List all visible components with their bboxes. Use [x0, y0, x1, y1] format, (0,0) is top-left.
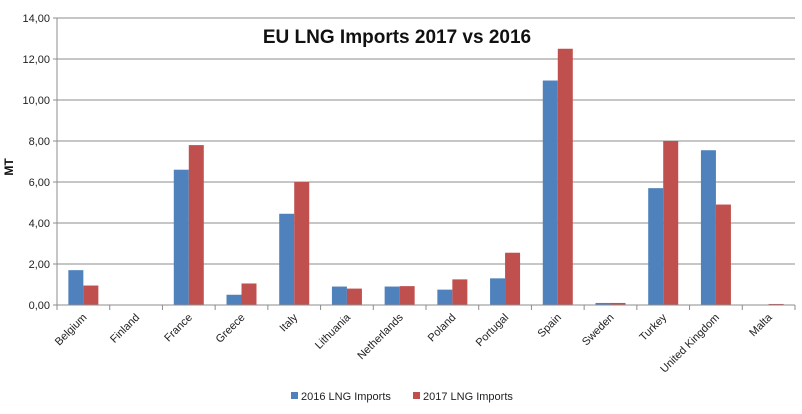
bar-2016-netherlands	[384, 286, 400, 305]
x-tick-label: Turkey	[637, 311, 669, 343]
bar-2017-united-kingdom	[715, 204, 731, 305]
bars	[68, 48, 784, 306]
bar-2017-greece	[241, 283, 257, 305]
bar-2016-portugal	[490, 278, 506, 305]
bar-2016-poland	[437, 289, 453, 305]
x-tick-label: Lithuania	[313, 311, 354, 352]
bar-2016-turkey	[648, 188, 664, 305]
bar-2017-netherlands	[399, 286, 415, 305]
y-tick-label: 4,00	[29, 218, 50, 230]
x-tick-label: Spain	[536, 312, 564, 340]
x-tick-label: Netherlands	[355, 311, 406, 362]
y-tick-label: 6,00	[29, 177, 50, 189]
x-tick-label: Greece	[214, 312, 248, 346]
bar-2016-belgium	[68, 270, 84, 305]
y-tick-labels: 0,00 2,00 4,00 6,00 8,00 10,00 12,00 14,00	[22, 13, 50, 312]
x-tick-label: Malta	[747, 311, 775, 339]
legend-label-2017: 2017 LNG Imports	[423, 391, 513, 403]
x-tick-label: Poland	[426, 312, 459, 345]
y-tick-label: 10,00	[22, 95, 50, 107]
legend-label-2016: 2016 LNG Imports	[301, 391, 391, 403]
bar-2016-united-kingdom	[700, 150, 716, 305]
bar-2017-lithuania	[346, 288, 362, 305]
x-tick-label: Portugal	[474, 312, 511, 349]
x-tick-label: Finland	[108, 312, 142, 346]
axes	[56, 18, 796, 310]
bar-2017-france	[188, 145, 204, 305]
bar-2017-belgium	[83, 285, 99, 305]
bar-2016-spain	[542, 80, 558, 306]
bar-2016-italy	[279, 213, 295, 305]
bar-2016-sweden	[595, 302, 611, 305]
y-tick-label: 12,00	[22, 54, 50, 66]
bar-2017-sweden	[610, 302, 626, 305]
legend-swatch-2016	[291, 392, 298, 399]
legend-swatch-2017	[413, 392, 420, 399]
bar-2016-lithuania	[331, 286, 347, 305]
x-tick-label: Italy	[278, 311, 301, 334]
x-tick-label: Sweden	[580, 312, 617, 349]
y-tick-label: 8,00	[29, 136, 50, 148]
bar-2017-italy	[294, 182, 310, 305]
bar-2016-france	[173, 169, 189, 305]
gridlines	[53, 17, 795, 306]
bar-2017-portugal	[505, 252, 521, 305]
bar-2017-malta	[768, 303, 784, 305]
y-tick-label: 2,00	[29, 259, 50, 271]
bar-2017-turkey	[663, 141, 679, 305]
bar-2017-poland	[452, 279, 468, 305]
x-tick-label: Belgium	[53, 312, 90, 349]
x-tick-labels: Belgium Finland France Greece Italy Lithuania…	[53, 311, 775, 375]
bar-2016-greece	[226, 294, 242, 305]
y-tick-label: 0,00	[29, 300, 50, 312]
legend: 2016 LNG Imports 2017 LNG Imports	[291, 391, 513, 403]
x-tick-label: France	[162, 312, 195, 345]
y-tick-label: 14,00	[22, 13, 50, 25]
y-axis-label: MT	[2, 158, 16, 176]
chart-title: EU LNG Imports 2017 vs 2016	[263, 27, 531, 48]
bar-2017-spain	[557, 48, 573, 305]
